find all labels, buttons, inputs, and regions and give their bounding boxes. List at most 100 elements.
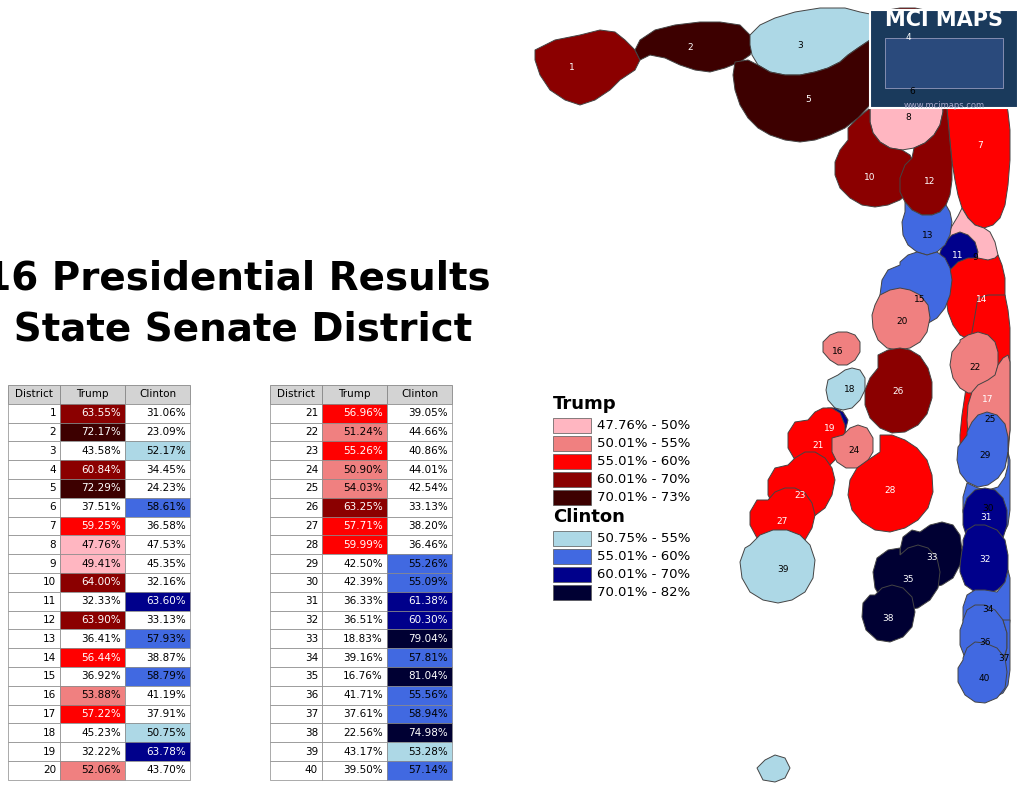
Text: 36.51%: 36.51% bbox=[343, 615, 383, 625]
Polygon shape bbox=[958, 642, 1007, 703]
Text: 36.41%: 36.41% bbox=[81, 634, 121, 644]
Text: 35: 35 bbox=[305, 671, 318, 681]
Polygon shape bbox=[873, 545, 940, 610]
Text: 63.60%: 63.60% bbox=[146, 597, 186, 606]
Text: 27: 27 bbox=[305, 521, 318, 531]
Text: 41.19%: 41.19% bbox=[146, 690, 186, 700]
Polygon shape bbox=[880, 252, 952, 328]
Bar bbox=[270, 423, 322, 441]
Text: 21: 21 bbox=[305, 408, 318, 419]
Bar bbox=[322, 423, 387, 441]
Text: 7: 7 bbox=[977, 141, 983, 150]
Bar bbox=[8, 742, 60, 761]
Text: 37.51%: 37.51% bbox=[81, 502, 121, 512]
Text: 39.50%: 39.50% bbox=[343, 766, 383, 775]
Bar bbox=[322, 667, 387, 686]
Text: 63.78%: 63.78% bbox=[146, 746, 186, 757]
Bar bbox=[8, 441, 60, 460]
Bar bbox=[60, 630, 125, 648]
Bar bbox=[322, 611, 387, 630]
Text: 13: 13 bbox=[43, 634, 56, 644]
Bar bbox=[270, 611, 322, 630]
Bar bbox=[8, 630, 60, 648]
Polygon shape bbox=[902, 202, 952, 255]
Bar bbox=[60, 517, 125, 535]
Bar bbox=[270, 704, 322, 724]
Text: 28: 28 bbox=[305, 540, 318, 550]
Text: 60.84%: 60.84% bbox=[81, 464, 121, 475]
Bar bbox=[387, 460, 452, 479]
Text: Clinton: Clinton bbox=[139, 390, 176, 399]
Text: 57.81%: 57.81% bbox=[409, 653, 449, 663]
Bar bbox=[270, 535, 322, 554]
Text: 55.26%: 55.26% bbox=[343, 446, 383, 456]
Text: 38.20%: 38.20% bbox=[409, 521, 449, 531]
Text: 40: 40 bbox=[305, 766, 318, 775]
Bar bbox=[387, 611, 452, 630]
Text: Clinton: Clinton bbox=[401, 390, 438, 399]
Polygon shape bbox=[963, 488, 1007, 548]
Text: 50.90%: 50.90% bbox=[343, 464, 383, 475]
Bar bbox=[387, 742, 452, 761]
Text: 17: 17 bbox=[982, 395, 993, 404]
Text: 43.17%: 43.17% bbox=[343, 746, 383, 757]
Text: 2016 Presidential Results: 2016 Presidential Results bbox=[0, 259, 490, 297]
Bar bbox=[8, 573, 60, 592]
Text: 34: 34 bbox=[982, 605, 993, 614]
Bar bbox=[8, 497, 60, 517]
Text: 6: 6 bbox=[49, 502, 56, 512]
Bar bbox=[60, 441, 125, 460]
Bar bbox=[60, 704, 125, 724]
Text: 24: 24 bbox=[305, 464, 318, 475]
Bar bbox=[8, 592, 60, 611]
Text: 22: 22 bbox=[305, 427, 318, 437]
Text: 56.96%: 56.96% bbox=[343, 408, 383, 419]
Text: 38: 38 bbox=[305, 728, 318, 738]
Text: 39.05%: 39.05% bbox=[409, 408, 449, 419]
Polygon shape bbox=[750, 8, 880, 75]
Bar bbox=[322, 704, 387, 724]
Bar bbox=[8, 517, 60, 535]
Text: 51.24%: 51.24% bbox=[343, 427, 383, 437]
Bar bbox=[60, 686, 125, 704]
Text: by State Senate District: by State Senate District bbox=[0, 311, 473, 349]
Text: 72.29%: 72.29% bbox=[81, 483, 121, 493]
Bar bbox=[125, 479, 190, 497]
Polygon shape bbox=[740, 530, 815, 603]
Text: 33.13%: 33.13% bbox=[146, 615, 186, 625]
Text: 10: 10 bbox=[43, 577, 56, 588]
Text: Trump: Trump bbox=[338, 390, 371, 399]
Bar bbox=[553, 567, 591, 582]
Text: 32.33%: 32.33% bbox=[81, 597, 121, 606]
Bar bbox=[270, 742, 322, 761]
Bar bbox=[125, 648, 190, 667]
Text: 2: 2 bbox=[687, 43, 693, 52]
Bar bbox=[270, 497, 322, 517]
Text: 63.55%: 63.55% bbox=[81, 408, 121, 419]
Bar bbox=[270, 554, 322, 573]
Text: 36.46%: 36.46% bbox=[409, 540, 449, 550]
Bar bbox=[270, 479, 322, 497]
Bar bbox=[270, 441, 322, 460]
Bar bbox=[60, 385, 125, 404]
Polygon shape bbox=[788, 408, 845, 470]
Bar bbox=[270, 404, 322, 423]
Bar bbox=[270, 592, 322, 611]
Text: 14: 14 bbox=[43, 653, 56, 663]
Text: 34: 34 bbox=[305, 653, 318, 663]
Text: 19: 19 bbox=[43, 746, 56, 757]
Bar bbox=[60, 611, 125, 630]
Bar bbox=[387, 667, 452, 686]
Bar bbox=[8, 704, 60, 724]
Text: 57.22%: 57.22% bbox=[81, 709, 121, 719]
Text: 8: 8 bbox=[49, 540, 56, 550]
Text: 64.00%: 64.00% bbox=[82, 577, 121, 588]
Polygon shape bbox=[812, 408, 848, 445]
Polygon shape bbox=[535, 30, 640, 105]
Text: 18.83%: 18.83% bbox=[343, 634, 383, 644]
Bar bbox=[125, 423, 190, 441]
Bar bbox=[322, 686, 387, 704]
Bar bbox=[553, 531, 591, 546]
Text: 45.35%: 45.35% bbox=[146, 559, 186, 568]
Text: 11: 11 bbox=[952, 250, 964, 259]
